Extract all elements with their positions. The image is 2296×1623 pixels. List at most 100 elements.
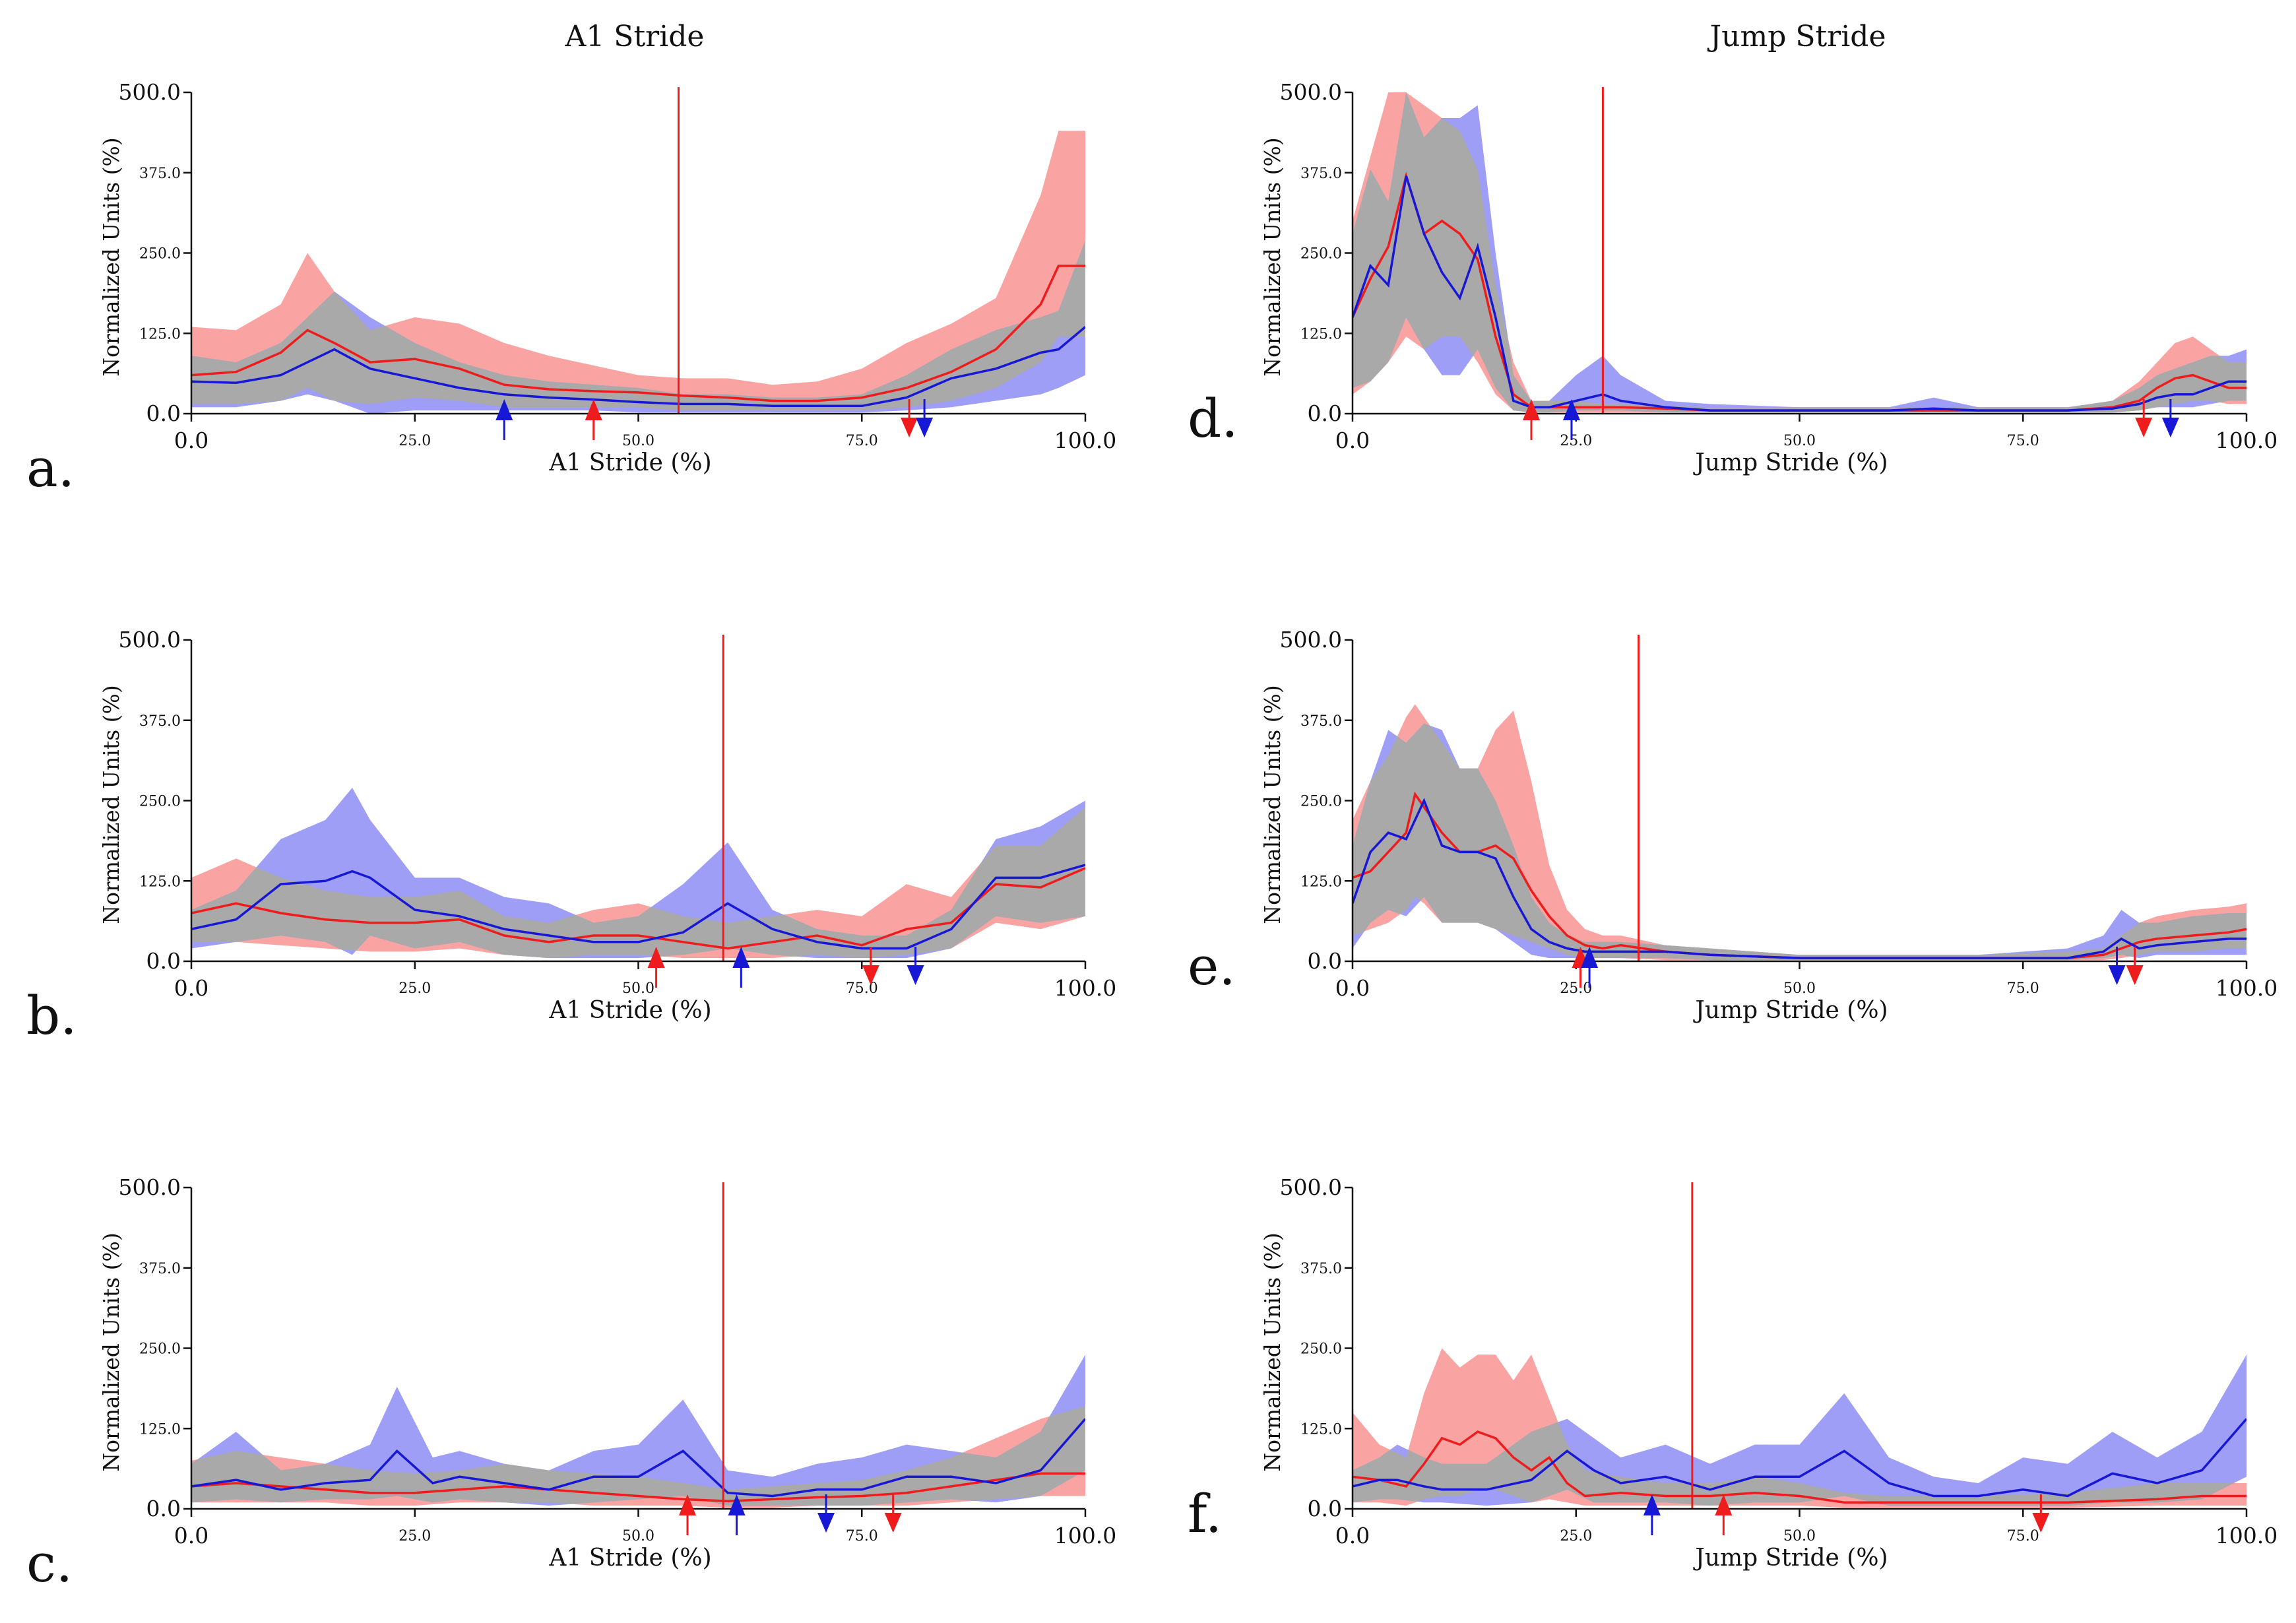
chart-panel-f: 0.0 125.0 250.0 375.0 500.0 0.0 25.0 50.0 75.0 10…	[1188, 1174, 2278, 1572]
y-tick-label: 0.0	[1308, 400, 1342, 426]
y-tick-label: 250.0	[1300, 246, 1342, 263]
y-tick-label: 125.0	[139, 326, 181, 342]
y-tick-label: 375.0	[139, 166, 181, 182]
y-tick-label: 125.0	[1300, 326, 1342, 342]
blue-mean-line	[1353, 798, 2247, 959]
red-event-arrow-up	[1523, 399, 1540, 440]
chart-panel-b: 0.0 125.0 250.0 375.0 500.0 0.0 25.0 50.0 75.0 10…	[26, 627, 1116, 1046]
red-sd-band	[191, 131, 1085, 411]
panel-label: b.	[26, 985, 77, 1046]
arrow-head	[817, 1513, 835, 1533]
x-tick-label: 0.0	[1335, 1523, 1370, 1548]
y-tick-label: 125.0	[1300, 1421, 1342, 1438]
arrow-head	[1523, 399, 1540, 420]
x-tick-label: 0.0	[174, 1523, 208, 1548]
overlap-band	[191, 240, 1085, 411]
x-tick-label: 100.0	[2216, 428, 2278, 453]
y-tick-label: 375.0	[139, 713, 181, 730]
x-tick-label: 75.0	[2007, 433, 2039, 449]
arrow-head	[2161, 418, 2179, 437]
y-tick-label: 250.0	[1300, 794, 1342, 810]
x-tick-label: 100.0	[1054, 428, 1116, 453]
x-tick-label: 25.0	[399, 980, 431, 997]
red-event-arrow-up	[1715, 1494, 1733, 1535]
y-axis-label: Normalized Units (%)	[1260, 137, 1285, 377]
y-tick-label: 375.0	[1300, 1261, 1342, 1277]
y-tick-label: 125.0	[1300, 874, 1342, 890]
plot-area	[191, 788, 1085, 959]
arrow-head	[862, 965, 879, 985]
x-tick-label: 25.0	[399, 433, 431, 449]
y-axis-label: Normalized Units (%)	[98, 137, 124, 377]
blue-event-arrow-down	[817, 1494, 835, 1533]
x-axis-label: Jump Stride (%)	[1692, 449, 1888, 476]
y-tick-label: 375.0	[1300, 166, 1342, 182]
arrow-head	[1715, 1494, 1733, 1515]
blue-mean-line	[191, 864, 1085, 950]
red-event-arrow-up	[679, 1494, 697, 1535]
x-tick-label: 75.0	[846, 980, 878, 997]
y-tick-label: 500.0	[1280, 1174, 1342, 1200]
arrow-head	[1581, 947, 1599, 968]
x-axis-label: Jump Stride (%)	[1692, 1544, 1888, 1572]
red-event-arrow-down	[901, 399, 918, 437]
chart-panel-a: 0.0 125.0 250.0 375.0 500.0 0.0 25.0 50.0 75.0 10…	[26, 79, 1116, 499]
y-tick-label: 0.0	[146, 948, 181, 974]
y-tick-label: 500.0	[1280, 79, 1342, 105]
panel-label: f.	[1188, 1483, 1222, 1544]
red-mean-line	[1353, 172, 2247, 412]
blue-event-arrow-up	[495, 399, 513, 440]
y-tick-label: 500.0	[119, 79, 181, 105]
x-tick-label: 75.0	[2007, 1528, 2039, 1544]
blue-event-arrow-down	[907, 947, 924, 985]
y-tick-label: 250.0	[139, 246, 181, 263]
overlap-band	[1353, 92, 2247, 413]
arrow-head	[495, 399, 513, 420]
y-axis-label: Normalized Units (%)	[1260, 685, 1285, 924]
blue-mean-line	[191, 326, 1085, 408]
x-tick-label: 100.0	[2216, 975, 2278, 1001]
x-tick-label: 100.0	[2216, 1523, 2278, 1548]
blue-event-arrow-up	[1562, 399, 1580, 440]
plot-area	[1353, 92, 2247, 413]
y-tick-label: 375.0	[1300, 713, 1342, 730]
y-tick-label: 125.0	[139, 874, 181, 890]
y-tick-label: 500.0	[1280, 627, 1342, 652]
y-axis-label: Normalized Units (%)	[98, 1232, 124, 1472]
column-title-a1-stride: A1 Stride	[565, 20, 705, 53]
blue-mean-line	[1353, 175, 2247, 412]
x-axis-label: A1 Stride (%)	[548, 997, 711, 1024]
blue-mean-line	[1353, 1418, 2247, 1498]
x-tick-label: 25.0	[1560, 433, 1592, 449]
x-tick-label: 25.0	[1560, 1528, 1592, 1544]
arrow-head	[2108, 965, 2126, 985]
blue-event-arrow-down	[916, 399, 934, 437]
plot-area	[1353, 704, 2247, 961]
red-event-arrow-down	[2126, 947, 2144, 985]
red-event-arrow-down	[2135, 399, 2153, 437]
chart-panel-e: 0.0 125.0 250.0 375.0 500.0 0.0 25.0 50.0 75.0 10…	[1188, 627, 2278, 1024]
red-mean-line	[191, 1472, 1085, 1503]
panel-label: a.	[26, 437, 75, 499]
x-tick-label: 0.0	[174, 975, 208, 1001]
blue-event-arrow-up	[1643, 1494, 1661, 1535]
arrow-head	[647, 947, 665, 968]
plot-area	[191, 1354, 1085, 1508]
arrow-head	[884, 1513, 902, 1533]
panel-label: d.	[1188, 388, 1238, 449]
y-axis-label: Normalized Units (%)	[1260, 1232, 1285, 1472]
x-tick-label: 50.0	[1783, 980, 1816, 997]
chart-panel-c: 0.0 125.0 250.0 375.0 500.0 0.0 25.0 50.0 75.0 10…	[26, 1174, 1116, 1594]
arrow-head	[907, 965, 924, 985]
y-tick-label: 250.0	[1300, 1341, 1342, 1358]
overlap-band	[191, 1406, 1085, 1506]
y-tick-label: 0.0	[1308, 1496, 1342, 1521]
arrow-head	[2135, 418, 2153, 437]
red-event-arrow-down	[2032, 1494, 2050, 1533]
red-mean-line	[191, 867, 1085, 950]
x-tick-label: 75.0	[846, 433, 878, 449]
plot-area	[191, 131, 1085, 414]
red-event-arrow-down	[884, 1494, 902, 1533]
arrow-head	[1643, 1494, 1661, 1515]
